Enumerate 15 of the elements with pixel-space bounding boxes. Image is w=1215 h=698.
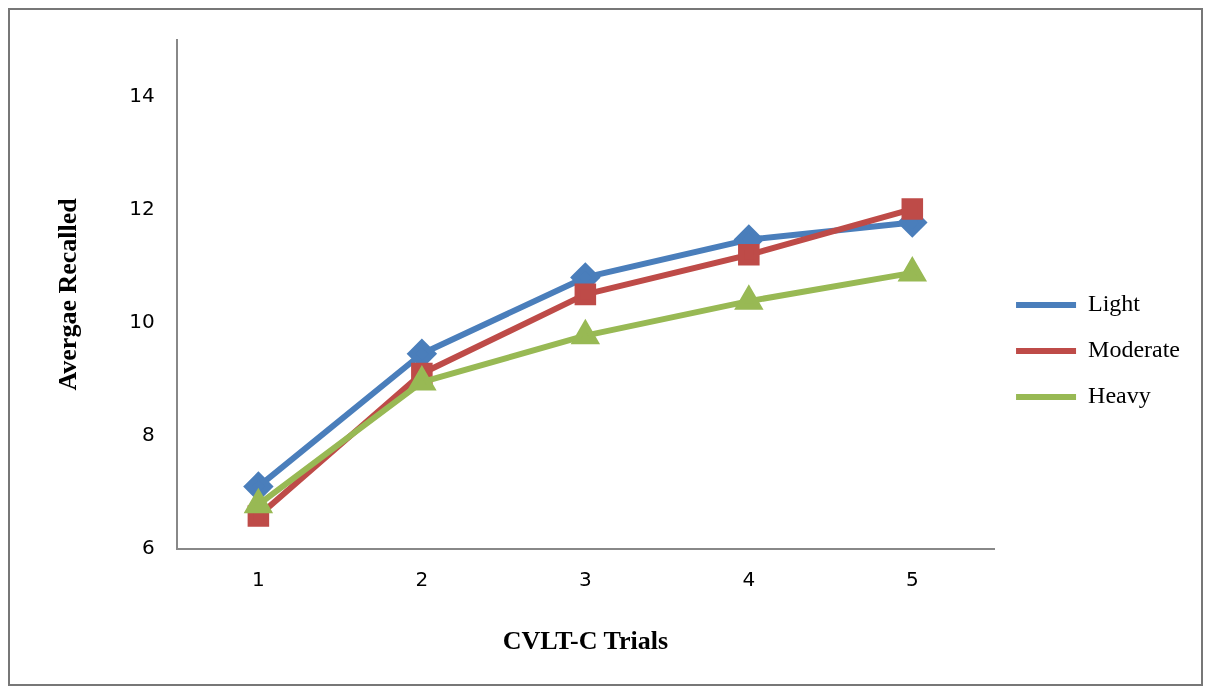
x-tick-label: 2: [415, 567, 429, 591]
x-tick-label: 3: [578, 567, 592, 591]
y-tick-label: 6: [141, 535, 155, 559]
y-tick-label: 14: [129, 82, 155, 107]
y-tick-label: 10: [129, 308, 155, 333]
x-tick-label: 4: [742, 567, 756, 591]
x-axis-title: CVLT-C Trials: [502, 626, 669, 656]
x-tick-label: 1: [252, 567, 265, 591]
y-tick-label: 12: [129, 195, 155, 220]
y-tick-label: 8: [141, 421, 155, 446]
legend-label: Light: [1088, 290, 1141, 317]
x-tick-label: 5: [905, 567, 919, 591]
legend-label: Moderate: [1088, 336, 1181, 363]
legend-label: Heavy: [1088, 382, 1151, 409]
y-axis-title: Avergae Recalled: [53, 197, 83, 391]
